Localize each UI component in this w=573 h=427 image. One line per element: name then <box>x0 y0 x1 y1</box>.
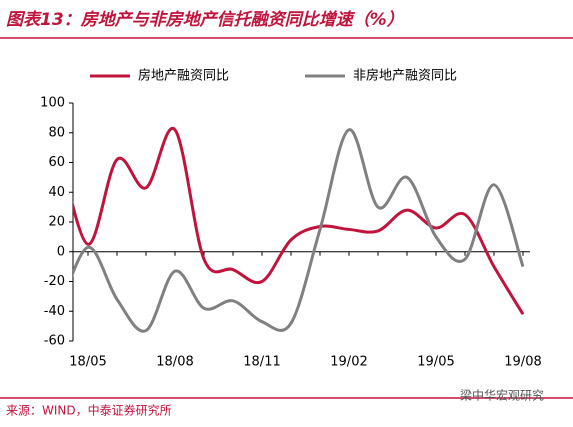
x-tick-label: 18/08 <box>156 355 193 370</box>
x-tick-label: 19/08 <box>504 355 541 370</box>
y-tick-label: -60 <box>44 334 65 349</box>
x-tick-label: 18/05 <box>69 355 106 370</box>
x-tick-label: 18/11 <box>243 355 280 370</box>
series-line <box>73 126 525 316</box>
watermark: 梁中华宏观研究 <box>460 388 544 403</box>
y-tick-label: 0 <box>57 244 65 259</box>
y-tick-label: 80 <box>48 125 65 140</box>
y-tick-label: 60 <box>48 155 65 170</box>
legend-label: 非房地产融资同比 <box>353 68 457 84</box>
source: 来源：WIND，中泰证券研究所 <box>6 403 172 418</box>
x-tick-label: 19/02 <box>330 355 367 370</box>
legend-label: 房地产融资同比 <box>138 68 229 84</box>
y-tick-label: -20 <box>44 274 65 289</box>
y-tick-label: 100 <box>40 96 65 111</box>
y-tick-label: 40 <box>48 185 65 200</box>
y-tick-label: -40 <box>44 304 65 319</box>
series-line <box>73 128 525 333</box>
chart-title: 图表13：房地产与非房地产信托融资同比增速（%） <box>6 10 404 30</box>
y-tick-label: 20 <box>48 215 65 230</box>
x-tick-label: 19/05 <box>417 355 454 370</box>
